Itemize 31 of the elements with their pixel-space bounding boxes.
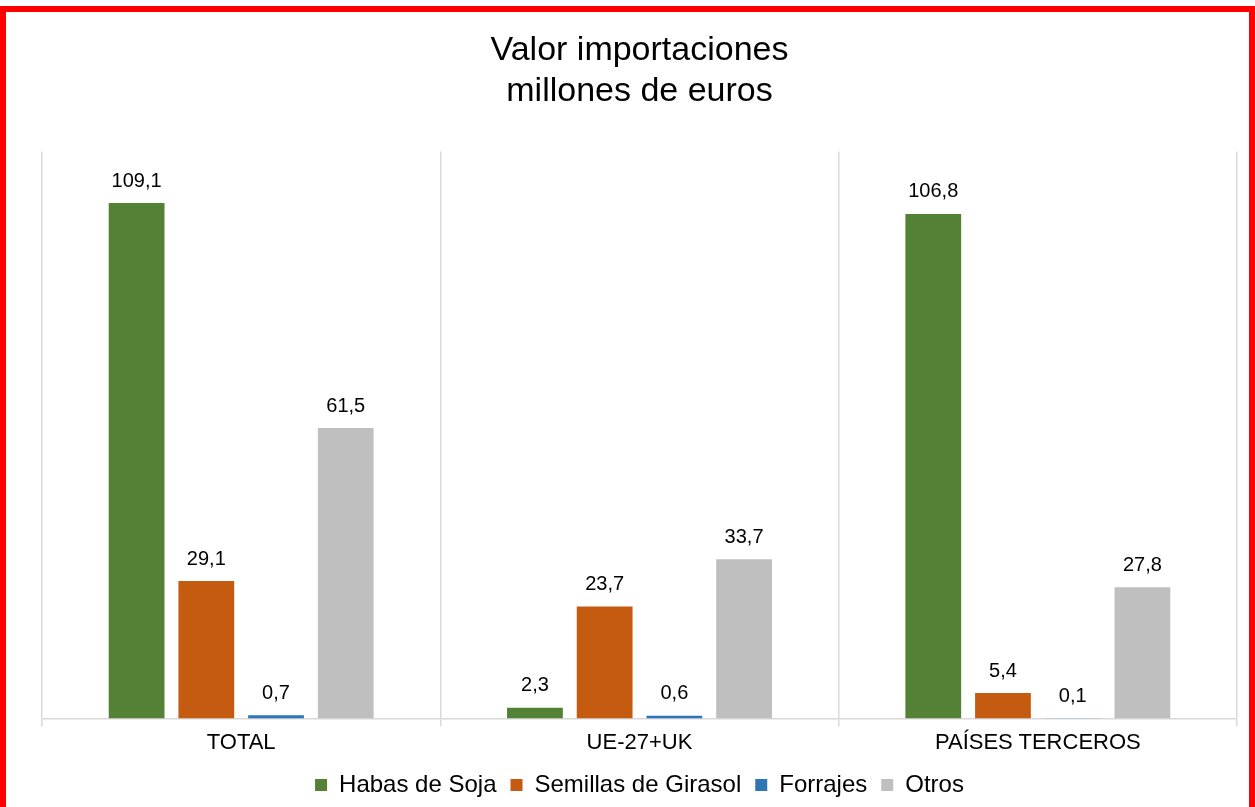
legend-label: Otros <box>905 769 964 797</box>
bar <box>1114 587 1171 719</box>
chart-subtitle: millones de euros <box>506 69 773 108</box>
bar <box>108 203 165 719</box>
data-label: 33,7 <box>724 524 764 547</box>
data-label: 109,1 <box>111 168 162 191</box>
legend-label: Habas de Soja <box>339 769 498 797</box>
data-label: 23,7 <box>585 572 625 595</box>
data-label: 61,5 <box>326 393 366 416</box>
chart-title: Valor importaciones <box>490 28 789 67</box>
bar <box>975 693 1031 719</box>
data-label: 5,4 <box>989 658 1017 681</box>
x-tick-label: UE-27+UK <box>586 728 693 754</box>
bar <box>576 606 633 719</box>
x-tick-label: TOTAL <box>206 728 276 754</box>
bar <box>905 213 962 719</box>
bar <box>317 428 374 719</box>
legend-label: Semillas de Girasol <box>534 769 742 797</box>
x-tick-label: PAÍSES TERCEROS <box>934 728 1141 754</box>
data-label: 2,3 <box>521 673 549 696</box>
legend-label: Forrajes <box>779 769 868 797</box>
data-label: 0,1 <box>1058 683 1087 706</box>
data-label: 27,8 <box>1122 552 1162 575</box>
data-label: 0,6 <box>660 681 689 704</box>
bar <box>178 581 235 719</box>
bar <box>507 707 563 719</box>
bar <box>248 715 304 719</box>
data-label: 0,7 <box>262 680 290 703</box>
data-label: 29,1 <box>186 546 226 569</box>
bar <box>716 559 772 719</box>
data-label: 106,8 <box>908 179 959 202</box>
